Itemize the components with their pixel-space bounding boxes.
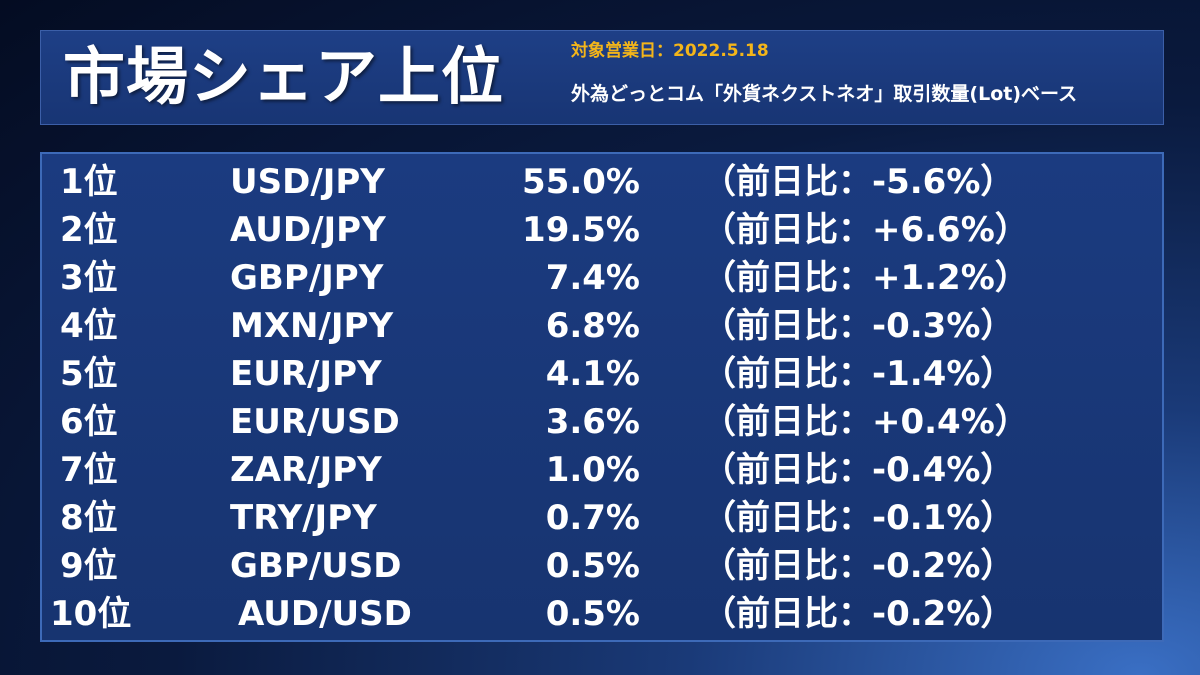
currency-pair: AUD/USD <box>238 594 412 634</box>
currency-pair: EUR/USD <box>230 402 400 442</box>
day-change: （前日比：+6.6%） <box>702 210 1029 250</box>
market-share: 0.5% <box>545 594 640 634</box>
rank-label: 10位 <box>50 594 132 634</box>
table-row: 6位 EUR/USD 3.6% （前日比：+0.4%） <box>42 398 1162 446</box>
header-panel: 市場シェア上位 対象営業日：2022.5.18 外為どっとコム「外貨ネクストネオ… <box>40 30 1164 125</box>
market-share: 0.5% <box>545 546 640 586</box>
market-share: 55.0% <box>522 162 640 202</box>
table-row: 3位 GBP/JPY 7.4% （前日比：+1.2%） <box>42 254 1162 302</box>
market-share: 19.5% <box>522 210 640 250</box>
currency-pair: ZAR/JPY <box>230 450 382 490</box>
table-row: 1位 USD/JPY 55.0% （前日比：-5.6%） <box>42 158 1162 206</box>
market-share: 0.7% <box>545 498 640 538</box>
data-basis-note: 外為どっとコム「外貨ネクストネオ」取引数量(Lot)ベース <box>571 83 1078 105</box>
day-change: （前日比：+0.4%） <box>702 402 1029 442</box>
day-change: （前日比：-0.2%） <box>702 546 1015 586</box>
rank-label: 5位 <box>60 354 118 394</box>
rank-label: 2位 <box>60 210 118 250</box>
rank-label: 1位 <box>60 162 118 202</box>
table-row: 10位 AUD/USD 0.5% （前日比：-0.2%） <box>42 590 1162 638</box>
table-row: 2位 AUD/JPY 19.5% （前日比：+6.6%） <box>42 206 1162 254</box>
market-share: 1.0% <box>545 450 640 490</box>
table-row: 5位 EUR/JPY 4.1% （前日比：-1.4%） <box>42 350 1162 398</box>
market-share: 6.8% <box>545 306 640 346</box>
table-row: 4位 MXN/JPY 6.8% （前日比：-0.3%） <box>42 302 1162 350</box>
day-change: （前日比：+1.2%） <box>702 258 1029 298</box>
rank-label: 7位 <box>60 450 118 490</box>
table-row: 9位 GBP/USD 0.5% （前日比：-0.2%） <box>42 542 1162 590</box>
day-change: （前日比：-0.2%） <box>702 594 1015 634</box>
day-change: （前日比：-0.3%） <box>702 306 1015 346</box>
market-share: 4.1% <box>545 354 640 394</box>
currency-pair: TRY/JPY <box>230 498 377 538</box>
rank-label: 3位 <box>60 258 118 298</box>
currency-pair: AUD/JPY <box>230 210 386 250</box>
day-change: （前日比：-0.4%） <box>702 450 1015 490</box>
market-share: 3.6% <box>545 402 640 442</box>
currency-pair: EUR/JPY <box>230 354 382 394</box>
table-row: 8位 TRY/JPY 0.7% （前日比：-0.1%） <box>42 494 1162 542</box>
rank-label: 6位 <box>60 402 118 442</box>
business-date-label: 対象営業日：2022.5.18 <box>571 41 769 61</box>
rank-label: 9位 <box>60 546 118 586</box>
day-change: （前日比：-0.1%） <box>702 498 1015 538</box>
rank-label: 8位 <box>60 498 118 538</box>
currency-pair: USD/JPY <box>230 162 385 202</box>
market-share: 7.4% <box>545 258 640 298</box>
day-change: （前日比：-5.6%） <box>702 162 1015 202</box>
rank-label: 4位 <box>60 306 118 346</box>
currency-pair: GBP/USD <box>230 546 402 586</box>
table-row: 7位 ZAR/JPY 1.0% （前日比：-0.4%） <box>42 446 1162 494</box>
currency-pair: MXN/JPY <box>230 306 394 346</box>
day-change: （前日比：-1.4%） <box>702 354 1015 394</box>
currency-pair: GBP/JPY <box>230 258 384 298</box>
page-title: 市場シェア上位 <box>63 40 505 113</box>
ranking-table: 1位 USD/JPY 55.0% （前日比：-5.6%） 2位 AUD/JPY … <box>40 152 1164 642</box>
